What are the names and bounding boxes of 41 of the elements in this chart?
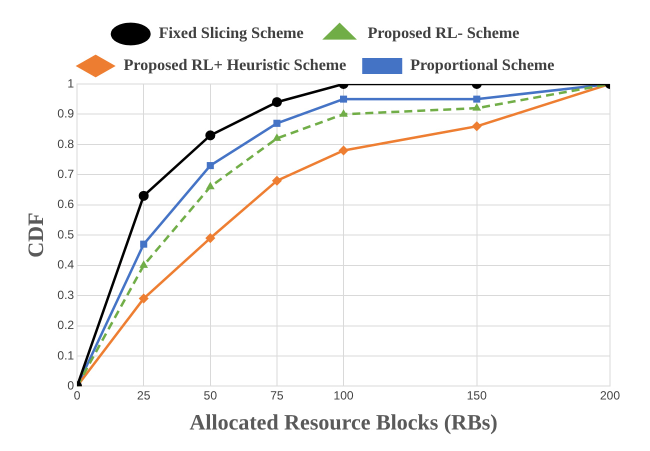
y-tick-label: 0.9 [57,106,74,121]
point [339,109,348,117]
point [205,130,216,140]
point [272,176,282,186]
y-tick-label: 0.5 [57,227,74,242]
y-tick-label: 0.1 [57,348,74,362]
point [472,103,482,111]
x-tick-label: 75 [270,388,284,403]
y-tick-label: 0 [67,378,74,393]
legend-label: Proposed RL- Scheme [368,25,520,42]
point [273,120,280,127]
point [338,145,349,156]
point [206,162,214,170]
x-tick-label: 100 [334,388,354,403]
point [205,233,216,244]
y-tick-label: 0.6 [57,197,74,212]
legend-label: Fixed Slicing Scheme [158,25,304,42]
point [340,96,348,103]
y-tick-label: 0.7 [57,166,74,181]
point [472,121,482,132]
x-tick-label: 25 [137,388,151,403]
point [138,190,149,201]
point [272,133,282,141]
legend-label: Proposed RL+ Heuristic Scheme [124,57,346,74]
point [473,96,480,103]
x-axis-title: Allocated Resource Blocks (RBs) [189,409,498,434]
point [272,97,282,108]
y-tick-label: 0.4 [57,258,74,272]
point [138,294,149,304]
x-tick-label: 150 [466,388,488,403]
point [140,240,148,248]
x-tick-label: 50 [204,388,218,403]
y-axis-title: CDF [22,212,48,258]
y-tick-label: 0.2 [57,318,74,332]
x-tick-label: 200 [600,388,620,403]
y-tick-label: 0.3 [57,288,74,302]
legend-label: Proportional Scheme [410,57,554,74]
y-tick-label: 1 [67,76,74,90]
point [139,260,148,268]
y-tick-label: 0.8 [57,136,74,151]
point [206,182,215,190]
